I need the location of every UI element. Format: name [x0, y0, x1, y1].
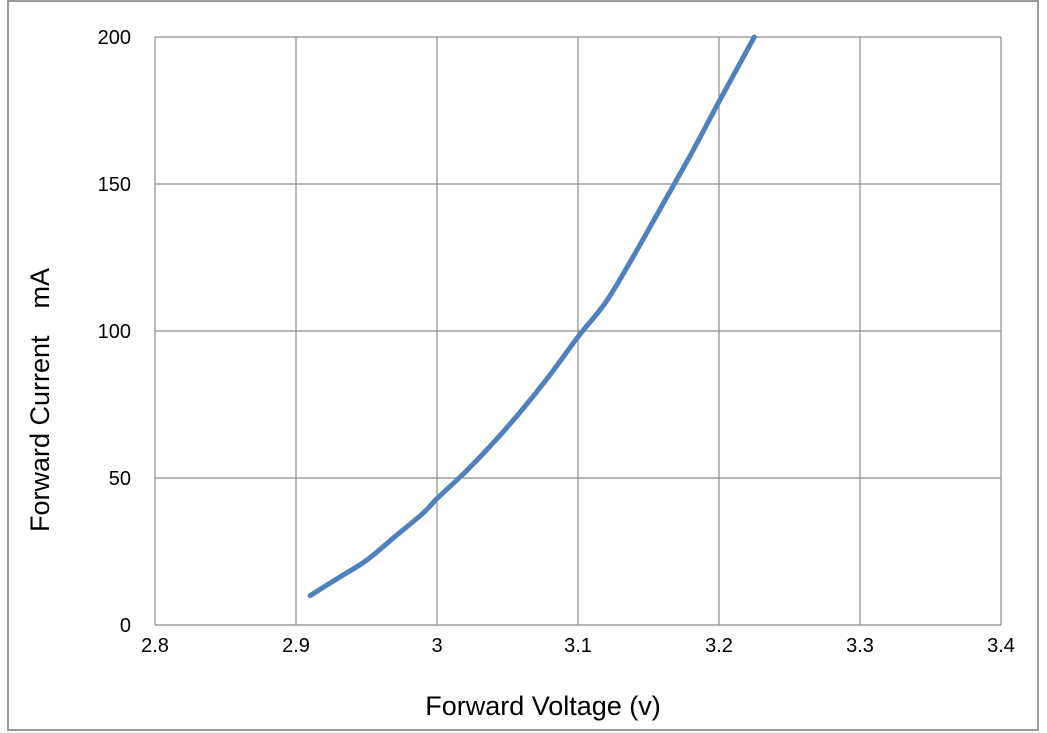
x-tick-label: 3.2	[705, 635, 733, 657]
y-tick-label: 100	[98, 321, 131, 343]
y-tick-label: 150	[98, 174, 131, 196]
chart-frame	[7, 0, 1039, 731]
x-tick-labels: 2.8 2.9 3 3.1 3.2 3.3 3.4	[141, 635, 1015, 657]
y-tick-label: 0	[120, 615, 131, 637]
x-tick-label: 3.1	[564, 635, 592, 657]
y-tick-label: 50	[109, 468, 131, 490]
series-line	[307, 34, 757, 599]
x-tick-label: 3	[431, 635, 442, 657]
x-tick-label: 3.4	[987, 635, 1015, 657]
x-tick-label: 3.3	[846, 635, 874, 657]
x-tick-label: 2.8	[141, 635, 169, 657]
x-tick-label: 2.9	[282, 635, 310, 657]
y-tick-label: 200	[98, 27, 131, 49]
grid	[154, 36, 1002, 626]
y-axis-title: Forward Current mA	[25, 268, 55, 532]
x-axis-title: Forward Voltage (v)	[425, 691, 661, 721]
y-tick-labels: 0 50 100 150 200	[98, 27, 131, 637]
series-layer	[307, 34, 757, 599]
